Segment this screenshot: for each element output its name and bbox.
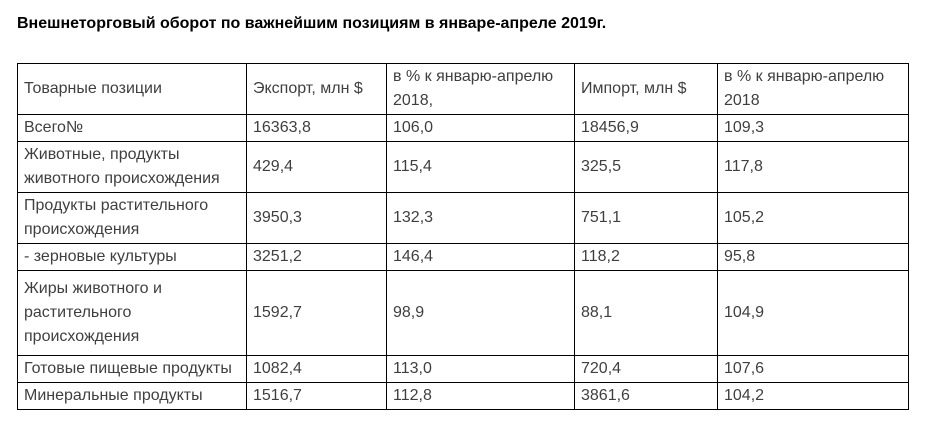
value-cell: 1082,4 [246, 355, 387, 383]
row-label-cell: - зерновые культуры [17, 243, 247, 271]
value-cell: 720,4 [574, 355, 718, 383]
value-cell: 3251,2 [246, 243, 387, 271]
value-cell: 104,2 [717, 382, 909, 410]
row-label-cell: Продукты растительного происхождения [17, 192, 247, 244]
column-header: Импорт, млн $ [574, 63, 718, 115]
table-row: Продукты растительного происхождения 3950… [17, 192, 909, 244]
value-cell: 146,4 [386, 243, 575, 271]
value-cell: 117,8 [717, 141, 909, 193]
value-cell: 98,9 [386, 270, 575, 356]
row-label-cell: Жиры животного и растительного происхожд… [17, 270, 247, 356]
value-cell: 18456,9 [574, 114, 718, 142]
column-header: Товарные позиции [17, 63, 247, 115]
value-cell: 132,3 [386, 192, 575, 244]
value-cell: 109,3 [717, 114, 909, 142]
value-cell: 751,1 [574, 192, 718, 244]
value-cell: 115,4 [386, 141, 575, 193]
column-header: Экспорт, млн $ [246, 63, 387, 115]
table-row: Животные, продукты животного происхожден… [17, 141, 909, 193]
table-row: Минеральные продукты 1516,7 112,8 3861,6 104… [17, 382, 909, 410]
value-cell: 1516,7 [246, 382, 387, 410]
value-cell: 95,8 [717, 243, 909, 271]
value-cell: 3861,6 [574, 382, 718, 410]
table-row: Готовые пищевые продукты 1082,4 113,0 720,4… [17, 355, 909, 383]
value-cell: 105,2 [717, 192, 909, 244]
table-row: Жиры животного и растительного происхожд… [17, 270, 909, 356]
trade-table: Товарные позиции Экспорт, млн $ в % к янва… [17, 63, 909, 410]
table-row: Всего№ 16363,8 106,0 18456,9 109,3 [17, 114, 909, 142]
value-cell: 106,0 [386, 114, 575, 142]
value-cell: 88,1 [574, 270, 718, 356]
value-cell: 325,5 [574, 141, 718, 193]
value-cell: 112,8 [386, 382, 575, 410]
column-header: в % к январю-апрелю 2018 [717, 63, 909, 115]
value-cell: 3950,3 [246, 192, 387, 244]
row-label-cell: Всего№ [17, 114, 247, 142]
column-header: в % к январю-апрелю 2018, [386, 63, 575, 115]
value-cell: 118,2 [574, 243, 718, 271]
row-label-cell: Готовые пищевые продукты [17, 355, 247, 383]
value-cell: 107,6 [717, 355, 909, 383]
row-label-cell: Минеральные продукты [17, 382, 247, 410]
document-title: Внешнеторговый оборот по важнейшим позиц… [17, 15, 607, 32]
value-cell: 429,4 [246, 141, 387, 193]
value-cell: 1592,7 [246, 270, 387, 356]
value-cell: 104,9 [717, 270, 909, 356]
value-cell: 16363,8 [246, 114, 387, 142]
value-cell: 113,0 [386, 355, 575, 383]
row-label-cell: Животные, продукты животного происхожден… [17, 141, 247, 193]
table-row: - зерновые культуры 3251,2 146,4 118,2 95,8 [17, 243, 909, 271]
table-header-row: Товарные позиции Экспорт, млн $ в % к янва… [17, 63, 909, 115]
